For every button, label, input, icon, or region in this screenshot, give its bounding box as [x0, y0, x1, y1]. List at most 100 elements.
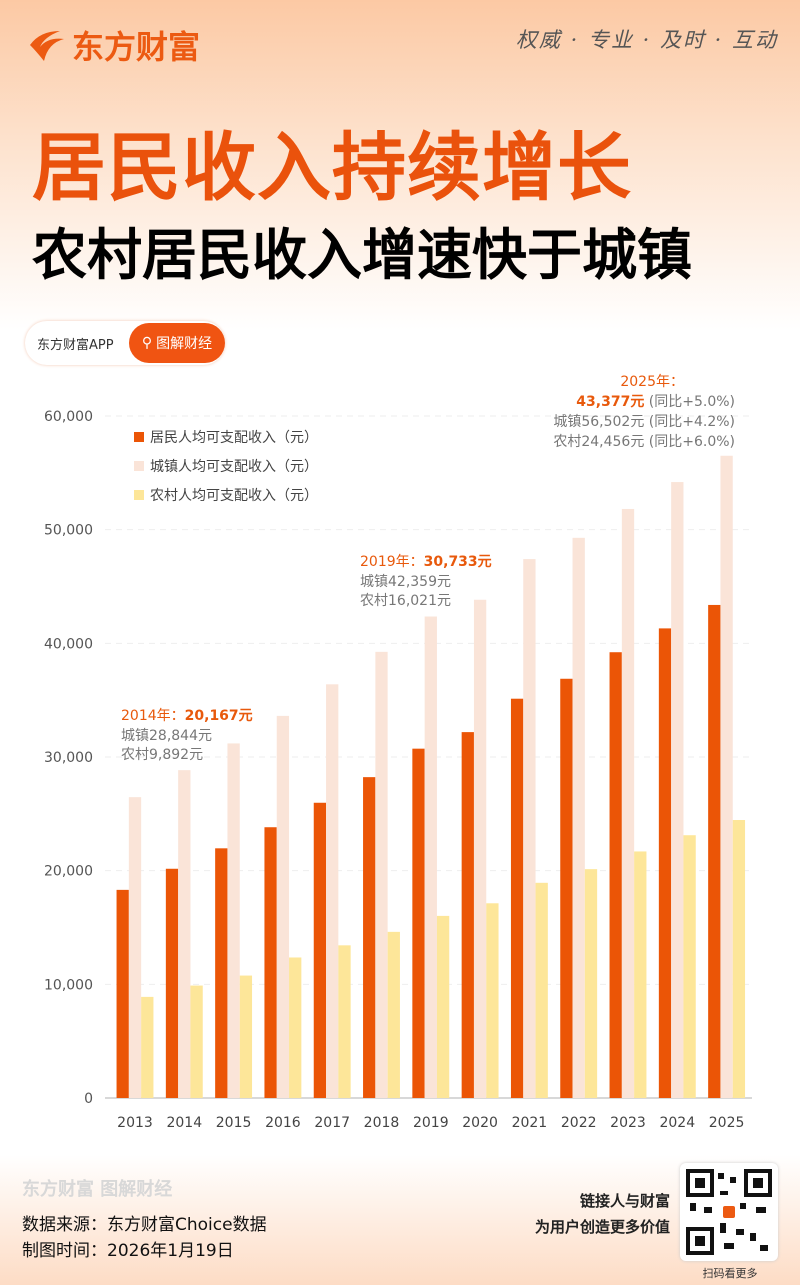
- footer-watermark: 东方财富 图解财经: [22, 1179, 173, 1200]
- bar-urban-2013: [128, 797, 142, 1098]
- app-label: 东方财富APP: [37, 337, 114, 353]
- bar-rural-2017: [338, 945, 351, 1098]
- annotation-value: 43,377元: [576, 394, 644, 410]
- bar-resident-2025: [708, 604, 721, 1098]
- x-tick-label: 2019: [413, 1115, 449, 1131]
- y-tick-label: 0: [84, 1091, 93, 1107]
- x-tick-label: 2021: [512, 1115, 548, 1131]
- annotation-urban: 城镇42,359元: [360, 574, 451, 590]
- x-tick-label: 2025: [709, 1115, 745, 1131]
- bar-resident-2024: [658, 628, 672, 1098]
- bar-resident-2020: [461, 732, 474, 1098]
- annotation-value: 30,733元: [424, 554, 492, 570]
- bar-resident-2023: [609, 652, 622, 1098]
- bar-urban-2025: [720, 455, 733, 1098]
- brand-logo: 东方财富: [26, 22, 200, 68]
- y-tick-label: 30,000: [44, 750, 93, 766]
- bar-rural-2024: [683, 835, 696, 1098]
- bar-rural-2015: [239, 975, 253, 1098]
- bar-resident-2014: [165, 868, 179, 1098]
- footer-background: [0, 1155, 800, 1285]
- header-background: [0, 0, 800, 330]
- search-button[interactable]: ⚲ 图解财经: [129, 323, 225, 363]
- bar-rural-2016: [289, 957, 302, 1098]
- data-source: 数据来源：东方财富Choice数据 制图时间：2026年1月19日: [22, 1212, 267, 1264]
- bar-urban-2019: [424, 616, 437, 1098]
- bar-resident-2017: [313, 802, 327, 1098]
- x-tick-label: 2013: [117, 1115, 153, 1131]
- bar-resident-2016: [264, 827, 277, 1098]
- brand-name: 东方财富: [72, 28, 201, 66]
- bar-resident-2021: [510, 698, 524, 1098]
- slogan: 权威 · 专业 · 及时 · 互动: [515, 28, 778, 52]
- bar-urban-2021: [523, 559, 536, 1098]
- legend-urban: 城镇人均可支配收入（元）: [150, 459, 318, 475]
- bar-urban-2017: [326, 684, 339, 1098]
- bar-resident-2015: [215, 848, 228, 1098]
- annotation-value: 20,167元: [185, 708, 253, 724]
- x-tick-label: 2018: [364, 1115, 400, 1131]
- legend: 居民人均可支配收入（元） 城镇人均可支配收入（元） 农村人均可支配收入（元）: [134, 430, 318, 504]
- bar-urban-2014: [178, 770, 191, 1098]
- svg-text:2019年：30,733元: 2019年：30,733元: [360, 554, 492, 570]
- y-tick-label: 60,000: [44, 409, 93, 425]
- legend-resident: 居民人均可支配收入（元）: [150, 430, 318, 446]
- bar-resident-2018: [363, 777, 376, 1098]
- bar-rural-2020: [486, 903, 499, 1098]
- svg-text:43,377元 (同比+5.0%): 43,377元 (同比+5.0%): [576, 394, 735, 410]
- legend-swatch-rural: [134, 490, 144, 500]
- bar-rural-2022: [584, 869, 598, 1098]
- x-tick-label: 2015: [216, 1115, 252, 1131]
- annotation-2014: 2014年：20,167元 城镇28,844元 农村9,892元: [121, 708, 253, 763]
- legend-swatch-urban: [134, 461, 144, 471]
- x-tick-label: 2022: [561, 1115, 597, 1131]
- qr-label: 扫码看更多: [702, 1267, 758, 1280]
- svg-text:2014年：20,167元: 2014年：20,167元: [121, 708, 253, 724]
- bar-urban-2018: [375, 651, 388, 1098]
- annotation-rural: 农村9,892元: [121, 747, 203, 763]
- x-tick-label: 2017: [314, 1115, 350, 1131]
- annotation-year: 2019年：: [360, 554, 424, 570]
- y-tick-label: 40,000: [44, 636, 93, 652]
- bar-resident-2022: [560, 678, 573, 1098]
- bar-urban-2016: [276, 715, 290, 1098]
- qr-code-icon: [686, 1169, 772, 1255]
- y-tick-label: 20,000: [44, 864, 93, 880]
- tagline-2: 为用户创造更多价值: [534, 1218, 670, 1236]
- y-tick-label: 10,000: [44, 977, 93, 993]
- bar-rural-2025: [732, 820, 746, 1098]
- bar-urban-2015: [227, 743, 240, 1098]
- annotation-2019: 2019年：30,733元 城镇42,359元 农村16,021元: [360, 554, 492, 609]
- annotation-2025: 2025年： 43,377元 (同比+5.0%) 城镇56,502元 (同比+4…: [553, 374, 735, 450]
- bar-urban-2022: [572, 537, 585, 1098]
- x-tick-label: 2020: [462, 1115, 498, 1131]
- x-tick-label: 2014: [166, 1115, 202, 1131]
- bar-rural-2013: [141, 996, 154, 1098]
- x-tick-label: 2016: [265, 1115, 301, 1131]
- search-button-label: 图解财经: [156, 336, 213, 352]
- search-icon: ⚲: [141, 335, 153, 351]
- flame-logo-icon: [30, 31, 64, 61]
- bar-rural-2021: [535, 882, 548, 1098]
- tagline: 链接人与财富 为用户创造更多价值: [535, 1188, 670, 1240]
- annotation-yoy: (同比+5.0%): [644, 394, 735, 410]
- bar-chart: 0 10,000 20,000 30,000 40,000 50,000 60,000 201…: [44, 374, 752, 1131]
- bar-resident-2019: [412, 748, 425, 1098]
- annotation-urban: 城镇28,844元: [121, 728, 212, 744]
- date-text: 制图时间：2026年1月19日: [22, 1241, 234, 1261]
- x-tick-label: 2023: [610, 1115, 646, 1131]
- bar-resident-2013: [116, 889, 129, 1098]
- bar-urban-2020: [473, 599, 487, 1098]
- annotation-rural: 农村24,456元 (同比+6.0%): [553, 434, 735, 450]
- page-title: 居民收入持续增长: [32, 125, 632, 211]
- bar-rural-2023: [634, 851, 647, 1098]
- bar-rural-2014: [190, 985, 203, 1098]
- bar-urban-2024: [671, 482, 684, 1098]
- source-text: 数据来源：东方财富Choice数据: [22, 1215, 267, 1235]
- annotation-year: 2025年：: [620, 374, 684, 390]
- bar-urban-2023: [621, 508, 635, 1098]
- bar-rural-2018: [387, 931, 400, 1098]
- annotation-rural: 农村16,021元: [360, 593, 451, 609]
- qr-code[interactable]: [680, 1163, 778, 1261]
- app-pill[interactable]: 东方财富APP ⚲ 图解财经: [25, 321, 225, 365]
